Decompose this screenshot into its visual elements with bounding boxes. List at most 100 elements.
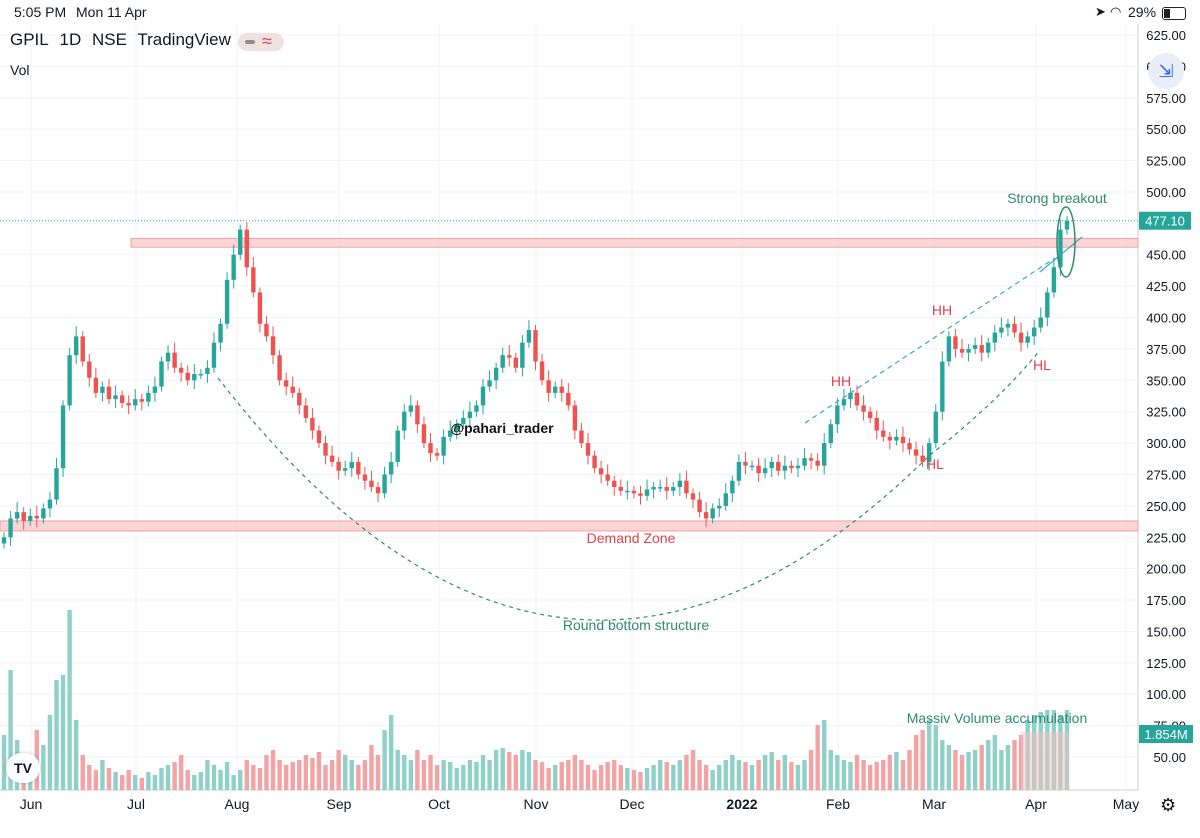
annotation-hl: HL: [1033, 357, 1051, 373]
candle-body: [375, 487, 381, 494]
candle-body: [113, 395, 118, 400]
volume-bar: [684, 755, 689, 790]
volume-bar: [946, 745, 952, 790]
candle-body: [953, 336, 958, 349]
candle-body: [644, 489, 650, 496]
candle-body: [106, 386, 112, 400]
price-tick-label: 525.00: [1146, 154, 1186, 169]
candle-body: [87, 361, 92, 378]
candle-body: [336, 461, 341, 471]
tradingview-logo-icon[interactable]: TV: [6, 753, 40, 783]
volume-bar: [500, 748, 505, 790]
candle-body: [546, 380, 551, 393]
volume-bar: [1005, 745, 1011, 790]
candle-body: [382, 474, 387, 494]
last-price-label: 477.10: [1145, 214, 1185, 229]
candle-body: [343, 468, 348, 471]
candle-body: [992, 332, 998, 343]
candle-body: [881, 430, 886, 437]
time-tick-label: Jul: [127, 796, 145, 812]
volume-bar: [795, 765, 801, 790]
candle-body: [100, 386, 105, 393]
volume-bar: [238, 770, 243, 790]
volume-bar: [165, 765, 171, 790]
volume-bar: [933, 725, 938, 790]
candle-body: [1, 537, 7, 544]
candle-body: [415, 405, 420, 425]
volume-bar: [395, 750, 400, 790]
volume-bar: [297, 760, 302, 790]
volume-bar: [999, 750, 1004, 790]
volume-bar: [657, 760, 663, 790]
candle-body: [159, 361, 164, 387]
volume-bar: [100, 760, 105, 790]
volume-bar: [119, 775, 125, 790]
price-tick-label: 275.00: [1146, 467, 1186, 482]
pill-toggle-icon[interactable]: ≈: [238, 31, 284, 51]
volume-bar: [310, 758, 315, 790]
symbol-header[interactable]: GPIL 1D NSE TradingView: [10, 30, 237, 50]
volume-bar: [592, 770, 597, 790]
volume-bar: [920, 730, 925, 790]
candle-body: [730, 480, 735, 494]
candle-body: [500, 355, 505, 368]
price-tick-label: 425.00: [1146, 279, 1186, 294]
candle-body: [73, 336, 79, 356]
volume-bar: [493, 750, 499, 790]
volume-bar: [408, 760, 414, 790]
time-tick-label: 2022: [726, 796, 757, 812]
candle-body: [461, 417, 466, 425]
breakout-ellipse: [1056, 206, 1076, 278]
candle-body: [539, 361, 545, 381]
volume-bar: [8, 670, 13, 790]
candle-body: [54, 468, 59, 500]
candle-body: [205, 367, 210, 375]
symbol[interactable]: GPIL: [10, 30, 49, 49]
time-tick-label: May: [1113, 796, 1139, 812]
price-tick-label: 325.00: [1146, 405, 1186, 420]
candle-body: [362, 474, 368, 481]
candle-body: [434, 453, 440, 456]
volume-bar: [205, 760, 210, 790]
candle-body: [349, 461, 354, 469]
volume-bar: [881, 760, 886, 790]
shrink-arrows-icon[interactable]: ⇲: [1148, 53, 1184, 89]
hl-trendline: [929, 349, 1041, 456]
candle-body: [8, 518, 13, 538]
candle-body: [277, 355, 282, 381]
candle-body: [854, 392, 860, 406]
time-tick-label: Sep: [327, 796, 352, 812]
candle-body: [467, 411, 473, 418]
volume-bar: [664, 762, 669, 790]
candle-body: [769, 461, 774, 469]
status-bar: 5:05 PM Mon 11 Apr ➤ ◠ 29%: [0, 0, 1200, 24]
annotation-demand-zone: Demand Zone: [587, 530, 676, 546]
volume-highlight: [1021, 732, 1069, 790]
volume-bar: [192, 775, 197, 790]
volume-bar: [349, 760, 354, 790]
volume-bar: [87, 765, 92, 790]
volume-bar: [323, 765, 328, 790]
candle-body: [369, 480, 374, 488]
candle-body: [631, 490, 637, 494]
candle-body: [664, 487, 669, 491]
volume-bar: [388, 715, 394, 790]
price-tick-label: 575.00: [1146, 91, 1186, 106]
candle-body: [356, 461, 361, 475]
volume-label: Vol: [10, 62, 30, 78]
gear-icon[interactable]: ⚙: [1160, 795, 1177, 815]
candle-body: [1038, 317, 1043, 328]
volume-bar: [552, 765, 558, 790]
candle-body: [638, 493, 643, 496]
candle-body: [697, 499, 702, 513]
volume-bar: [454, 768, 459, 790]
volume-bar: [428, 755, 433, 790]
volume-bar: [513, 755, 519, 790]
candle-body: [959, 348, 965, 353]
candle-body: [874, 417, 879, 431]
volume-bar: [861, 760, 866, 790]
volume-bar: [769, 752, 774, 790]
interval[interactable]: 1D: [59, 30, 82, 49]
volume-bar: [756, 760, 761, 790]
